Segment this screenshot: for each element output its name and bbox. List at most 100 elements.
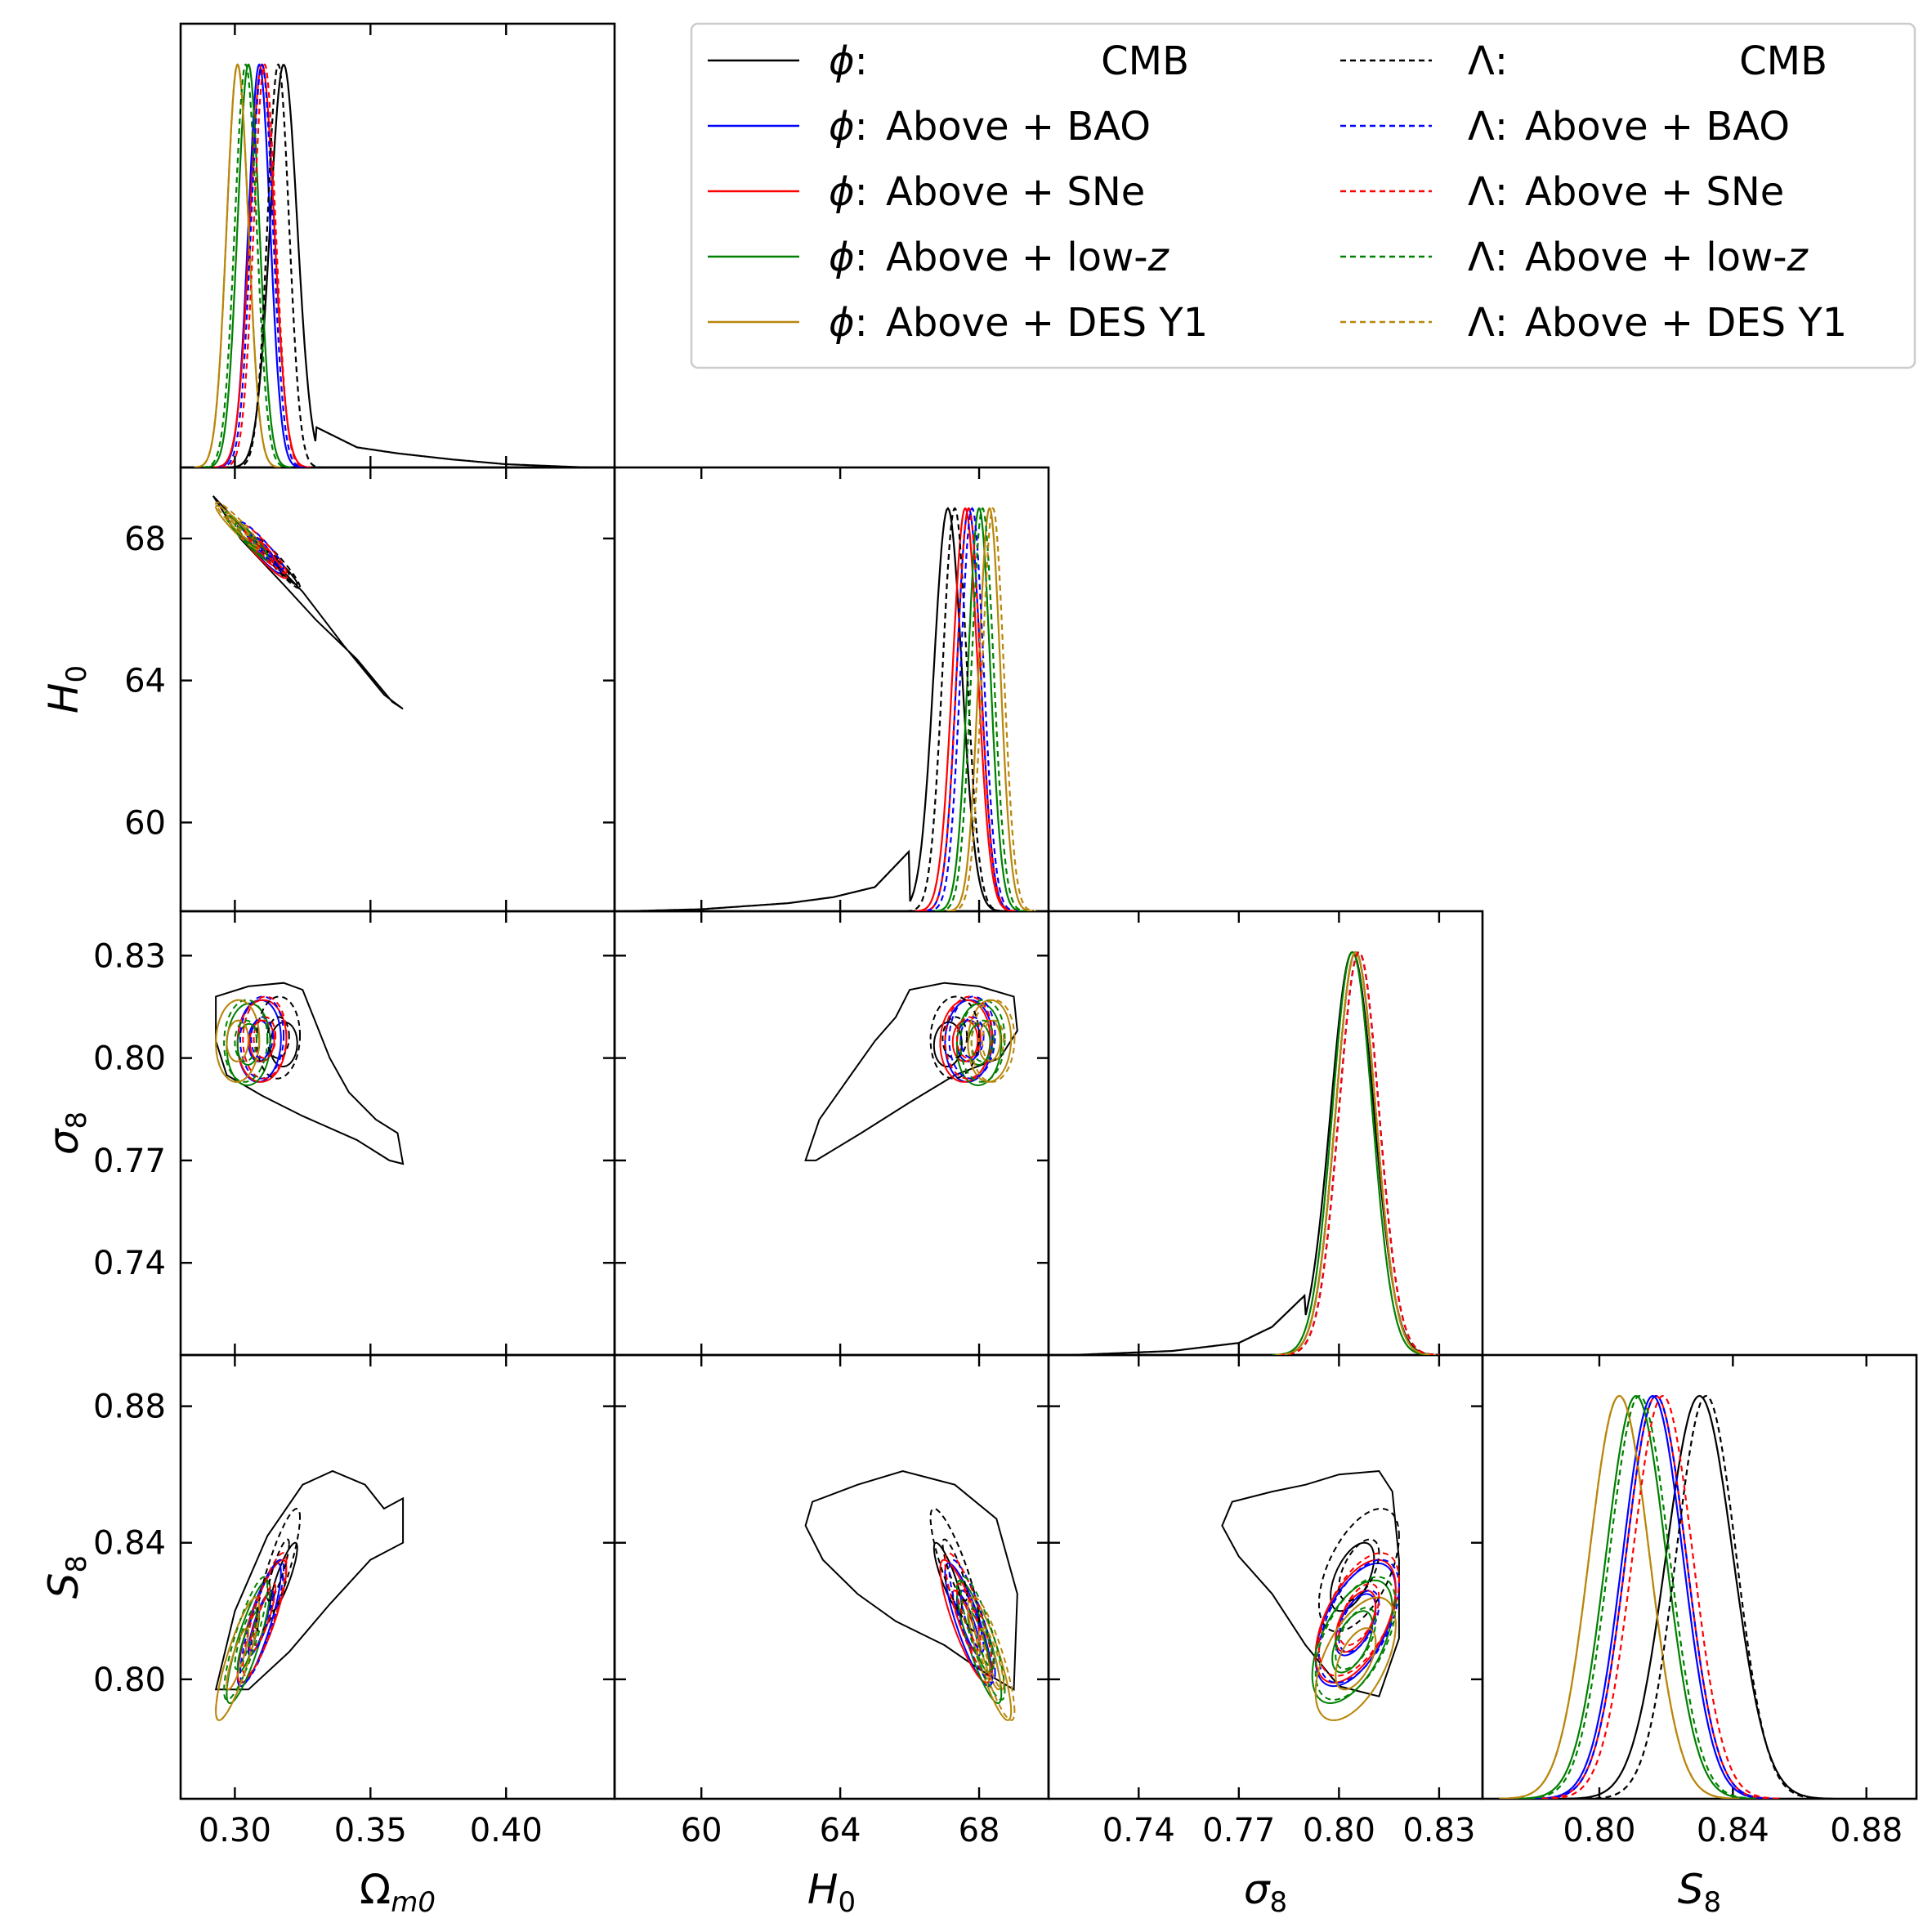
x-tick-label-om: 0.30 bbox=[199, 1812, 271, 1849]
legend-prefix-lambda-2: Λ: bbox=[1468, 169, 1508, 215]
pdf-phi-above-sne-h0 bbox=[915, 507, 1016, 911]
legend-label-phi-1: Above + BAO bbox=[886, 104, 1151, 150]
pdf-phi-cmb-s8 bbox=[1071, 950, 1439, 1355]
pdf-lambda-above-bao-s8 bbox=[1278, 950, 1439, 1355]
pdf-lambda-above-low-z-S8 bbox=[1518, 1394, 1760, 1799]
contour-lambda-above-low-z-om_s8-2sigma bbox=[223, 999, 269, 1083]
pdf-lambda-cmb-S8 bbox=[1585, 1394, 1827, 1799]
pdf-phi-cmb-S8 bbox=[1566, 1394, 1833, 1799]
pdf-phi-above-low-z-S8 bbox=[1515, 1394, 1756, 1799]
contour-lambda-above-sne-om_h0-2sigma bbox=[242, 524, 288, 575]
contour-phi-above-des-y1-s8_S8-2sigma bbox=[1314, 1596, 1397, 1721]
contour-lambda-above-low-z-h0_S8-1sigma bbox=[970, 1607, 995, 1670]
legend-label-lambda-1: Above + BAO bbox=[1525, 104, 1790, 150]
contour-lambda-above-low-z-h0_s8-2sigma bbox=[959, 999, 1006, 1083]
legend-label-phi-3: Above + low-z bbox=[886, 235, 1170, 280]
contour-lambda-above-des-y1-h0_S8-1sigma bbox=[981, 1627, 1005, 1691]
contour-phi-cmb-om_h0-2sigma bbox=[212, 495, 404, 710]
legend-label-phi-0: CMB bbox=[1101, 38, 1189, 84]
x-tick-label-S8: 0.80 bbox=[1563, 1812, 1635, 1849]
contour-lambda-above-des-y1-h0_s8-1sigma bbox=[981, 1019, 1005, 1062]
pdf-lambda-cmb-h0 bbox=[906, 507, 1004, 911]
pdf-phi-above-des-y1-s8 bbox=[1275, 950, 1436, 1355]
contour-lambda-above-low-z-om_S8-1sigma bbox=[234, 1607, 257, 1670]
legend-label-lambda-0: CMB bbox=[1739, 38, 1827, 84]
contour-lambda-above-des-y1-om_S8-2sigma bbox=[215, 1596, 261, 1721]
y-tick-label-s8: 0.74 bbox=[93, 1245, 166, 1282]
pdf-lambda-above-low-z-om bbox=[202, 63, 289, 467]
contour-phi-cmb-s8_S8-2sigma bbox=[1221, 1469, 1400, 1697]
contour-lambda-above-des-y1-s8_S8-1sigma bbox=[1335, 1627, 1377, 1691]
y-tick-label-h0: 64 bbox=[124, 663, 166, 700]
contour-lambda-above-des-y1-h0_s8-2sigma bbox=[970, 999, 1016, 1083]
contour-lambda-above-sne-om_h0-1sigma bbox=[253, 536, 277, 562]
contour-lambda-cmb-h0_S8-2sigma bbox=[929, 1507, 980, 1633]
contour-lambda-above-bao-om_s8-2sigma bbox=[239, 995, 285, 1080]
panel-frame-s8-vs-h0 bbox=[613, 910, 1050, 1357]
pdf-phi-above-low-z-om bbox=[204, 63, 293, 467]
pdf-lambda-above-des-y1-h0 bbox=[950, 507, 1036, 911]
pdf-lambda-above-sne-om bbox=[221, 63, 308, 467]
contour-lambda-above-des-y1-h0_S8-2sigma bbox=[970, 1596, 1016, 1721]
panel-frame-S8-vs-om bbox=[179, 1353, 616, 1800]
pdf-lambda-above-bao-om bbox=[218, 63, 306, 467]
contour-lambda-above-bao-h0_S8-2sigma bbox=[948, 1559, 996, 1684]
contour-lambda-above-bao-om_S8-2sigma bbox=[239, 1559, 285, 1684]
contour-lambda-cmb-h0_s8-1sigma bbox=[941, 1016, 968, 1059]
y-tick-label-s8: 0.83 bbox=[93, 937, 166, 975]
x-tick-label-S8: 0.84 bbox=[1697, 1812, 1769, 1849]
contour-lambda-above-sne-om_s8-2sigma bbox=[242, 995, 288, 1080]
pdf-lambda-above-des-y1-om bbox=[194, 63, 281, 467]
y-axis-label-S8: S8 bbox=[40, 1555, 93, 1599]
legend-prefix-phi-0: ϕ: bbox=[829, 38, 868, 84]
contour-lambda-above-des-y1-om_s8-1sigma bbox=[226, 1019, 250, 1062]
y-tick-label-s8: 0.77 bbox=[93, 1143, 166, 1180]
contour-phi-above-des-y1-h0_S8-2sigma bbox=[967, 1596, 1013, 1721]
legend-prefix-phi-2: ϕ: bbox=[829, 169, 868, 215]
legend-box bbox=[690, 22, 1916, 369]
x-tick-label-h0: 64 bbox=[820, 1812, 861, 1849]
contour-lambda-above-sne-om_S8-2sigma bbox=[242, 1552, 288, 1677]
panel-frame-S8-vs-h0 bbox=[613, 1353, 1050, 1800]
contour-phi-above-des-y1-om_h0-2sigma bbox=[215, 504, 261, 551]
y-axis-label-h0: H0 bbox=[40, 665, 93, 713]
pdf-lambda-above-low-z-h0 bbox=[937, 507, 1027, 911]
panel-frame-om-vs-om bbox=[179, 22, 616, 469]
x-tick-label-h0: 60 bbox=[681, 1812, 722, 1849]
contour-lambda-above-sne-om_s8-1sigma bbox=[253, 1016, 277, 1059]
contour-lambda-above-bao-om_h0-2sigma bbox=[239, 521, 285, 570]
pdf-phi-above-des-y1-h0 bbox=[946, 507, 1033, 911]
contour-lambda-above-bao-om_s8-1sigma bbox=[250, 1016, 274, 1059]
x-tick-label-s8: 0.74 bbox=[1102, 1812, 1175, 1849]
y-tick-label-h0: 60 bbox=[124, 804, 166, 842]
contour-phi-cmb-s8_S8-1sigma bbox=[1330, 1541, 1375, 1612]
x-tick-label-om: 0.35 bbox=[334, 1812, 407, 1849]
x-axis-label-S8: S8 bbox=[1678, 1866, 1721, 1919]
contour-lambda-above-des-y1-om_s8-2sigma bbox=[215, 999, 261, 1083]
pdf-lambda-above-des-y1-S8 bbox=[1499, 1394, 1740, 1799]
contour-lambda-above-sne-s8_S8-1sigma bbox=[1338, 1582, 1380, 1646]
pdf-lambda-above-sne-S8 bbox=[1542, 1394, 1783, 1799]
contour-lambda-above-sne-h0_S8-2sigma bbox=[944, 1552, 994, 1677]
contour-lambda-cmb-om_h0-2sigma bbox=[255, 537, 301, 589]
contour-lambda-above-sne-h0_s8-2sigma bbox=[944, 995, 994, 1080]
contour-lambda-above-bao-s8_S8-2sigma bbox=[1317, 1559, 1400, 1684]
contour-phi-above-des-y1-h0_s8-2sigma bbox=[967, 999, 1013, 1083]
contour-lambda-above-low-z-s8_S8-1sigma bbox=[1335, 1607, 1377, 1670]
contour-lambda-cmb-om_S8-1sigma bbox=[266, 1538, 290, 1602]
legend-label-lambda-2: Above + SNe bbox=[1525, 169, 1784, 215]
contour-phi-cmb-h0_S8-2sigma bbox=[804, 1469, 1018, 1692]
pdf-lambda-above-des-y1-s8 bbox=[1275, 950, 1436, 1355]
legend-label-phi-2: Above + SNe bbox=[886, 169, 1145, 215]
pdf-lambda-above-bao-h0 bbox=[926, 507, 1018, 911]
contour-phi-above-sne-h0_S8-2sigma bbox=[939, 1559, 991, 1684]
pdf-lambda-cmb-om bbox=[235, 63, 322, 467]
legend-prefix-lambda-0: Λ: bbox=[1468, 38, 1508, 84]
contour-phi-above-low-z-s8_S8-2sigma bbox=[1311, 1579, 1393, 1705]
contour-lambda-above-sne-s8_S8-2sigma bbox=[1317, 1552, 1400, 1677]
y-axis-label-s8: σ8 bbox=[40, 1111, 93, 1155]
legend-label-lambda-4: Above + DES Y1 bbox=[1525, 300, 1847, 346]
x-tick-label-om: 0.40 bbox=[470, 1812, 543, 1849]
panel-frame-s8-vs-s8 bbox=[1047, 910, 1484, 1357]
